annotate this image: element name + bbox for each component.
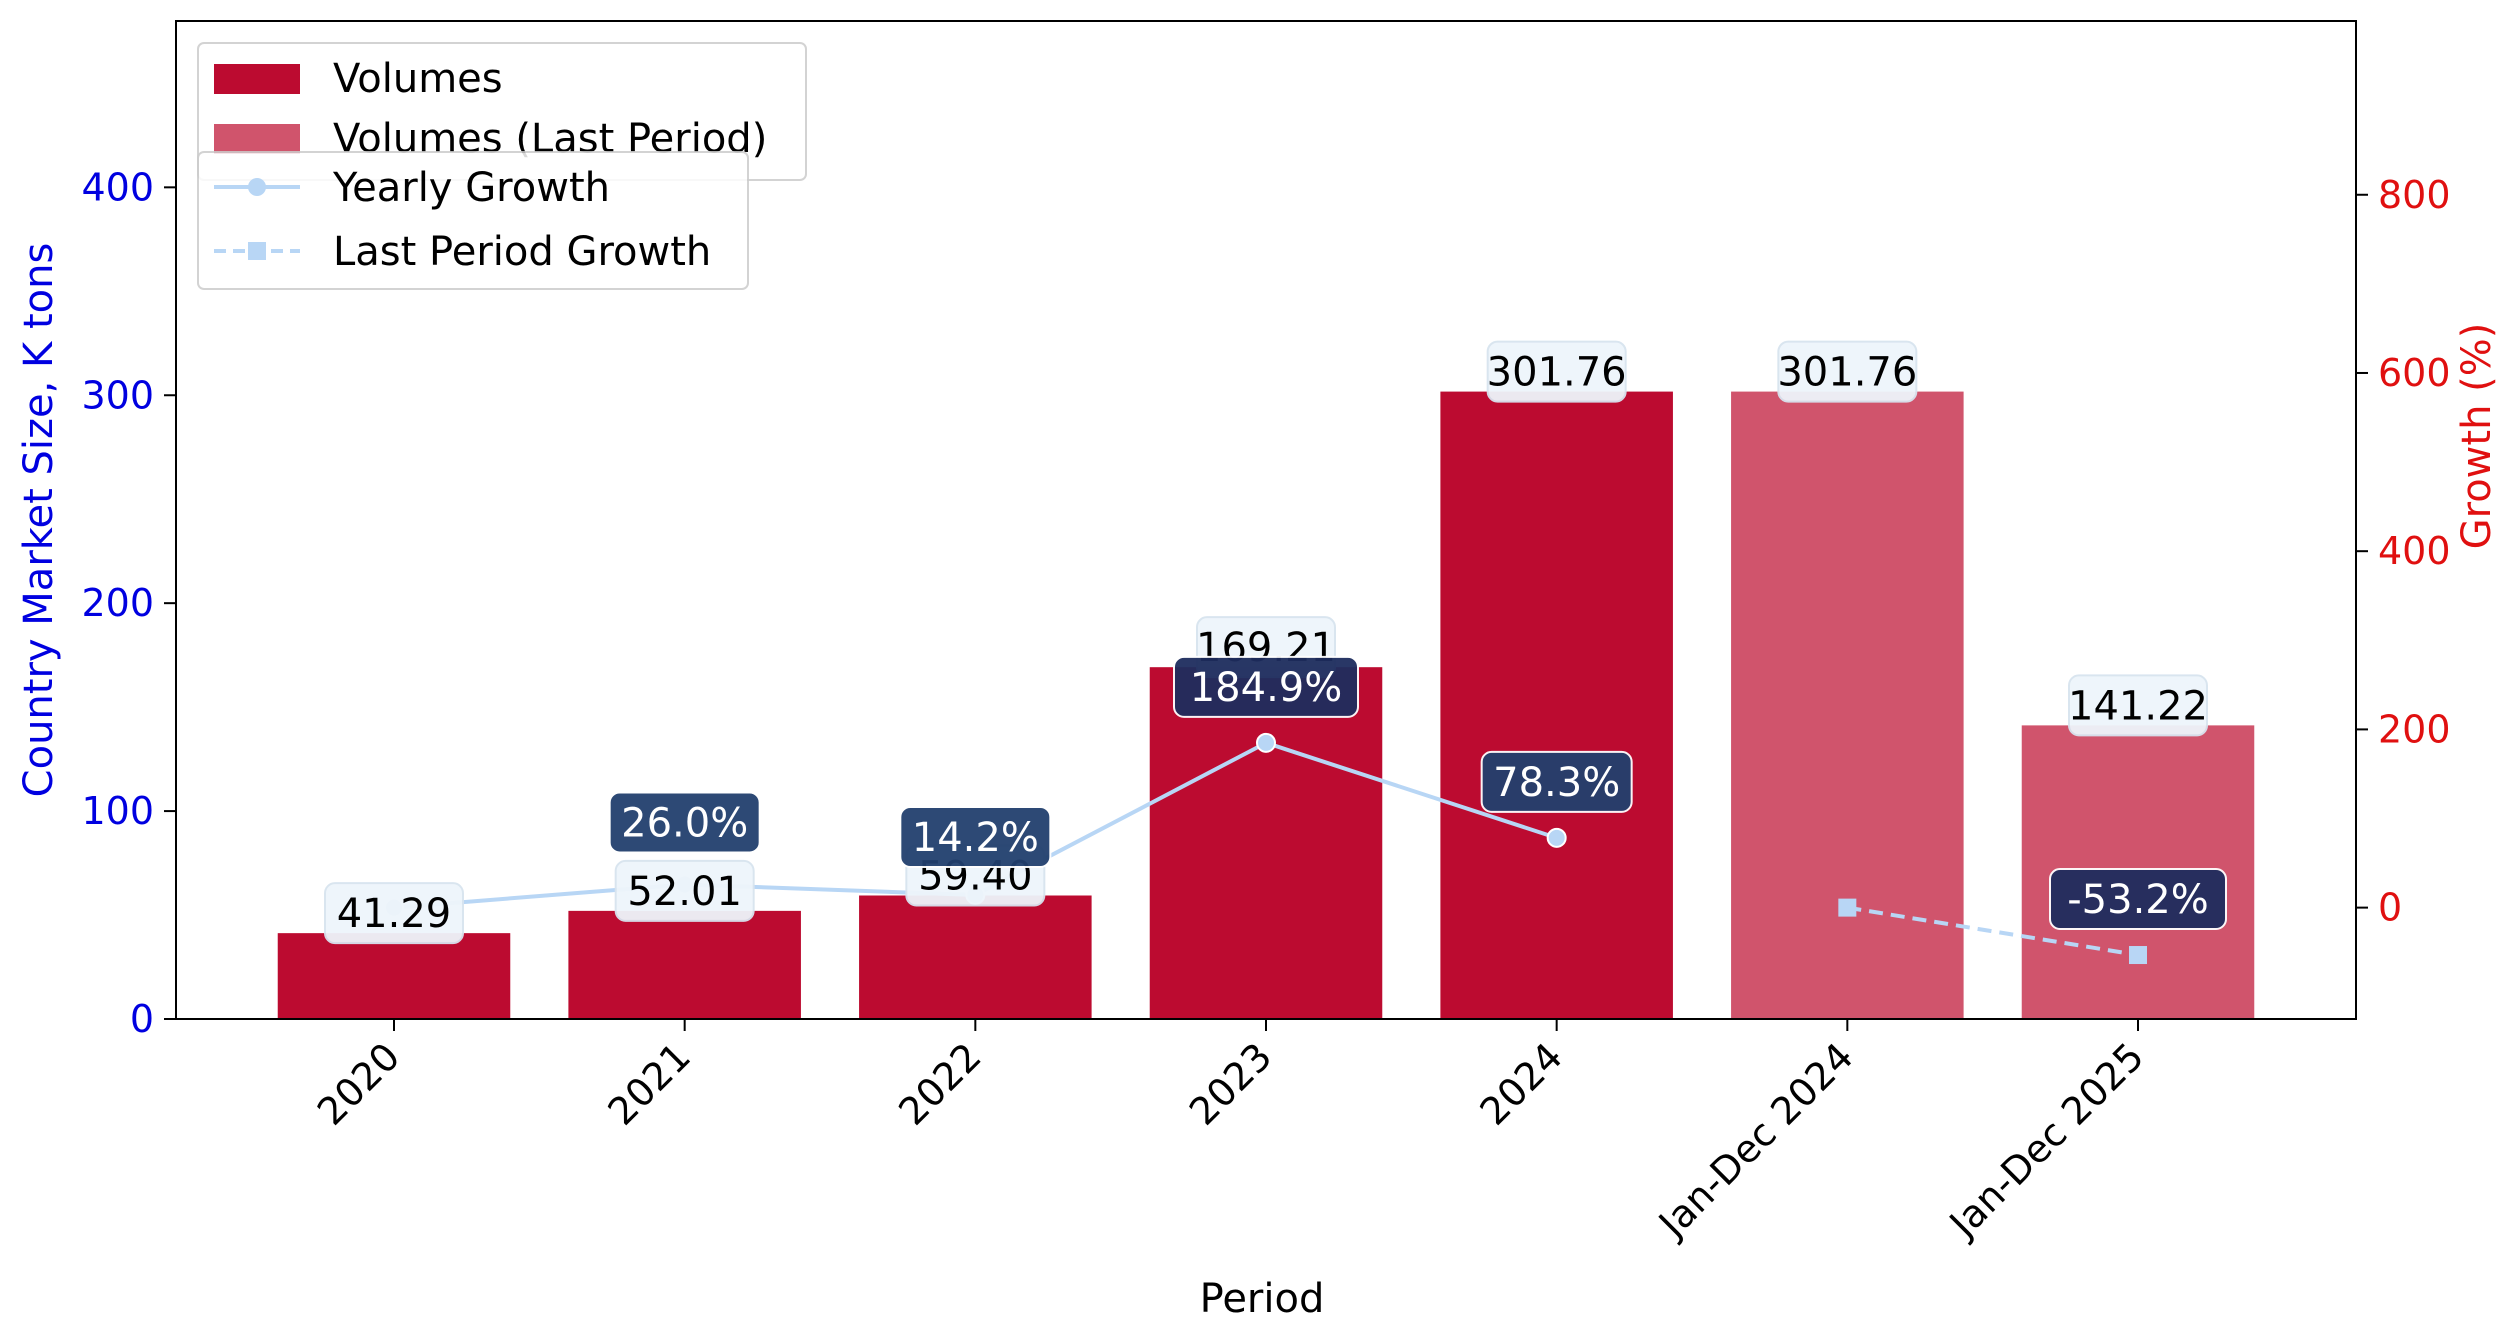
y2-axis-title: Growth (%) — [2454, 323, 2500, 550]
legend-label-volumes: Volumes — [333, 56, 503, 102]
y-tick-label: 400 — [81, 165, 154, 209]
y-tick-label: 0 — [130, 997, 154, 1041]
bar-value-label-1-6-box — [2068, 674, 2208, 737]
x-tick-label: 2020 — [309, 1034, 409, 1134]
y-axis-title: Country Market Size, K tons — [16, 243, 62, 798]
bar-value-label-1-5: 301.76 — [1777, 350, 1917, 396]
legend-label-yearly-growth: Yearly Growth — [332, 165, 610, 211]
growth-point-2-3 — [1256, 732, 1276, 753]
y-tick-label: 200 — [81, 581, 154, 625]
x-tick-label: 2022 — [890, 1034, 990, 1134]
legend-swatch-volumes — [214, 64, 300, 94]
bar-0-4 — [1440, 391, 1673, 1019]
growth-point-3-0 — [1838, 898, 1857, 917]
legend-swatch-volumes-last-period — [214, 124, 300, 154]
growth-value-label-2: 14.2% — [912, 815, 1039, 861]
y2-tick-label: 0 — [2378, 886, 2402, 930]
growth-value-label-3: 184.9% — [1190, 665, 1343, 711]
bar-0-0 — [277, 933, 511, 1019]
bars-layer — [277, 391, 2255, 1019]
y2-tick-label: 400 — [2378, 529, 2451, 573]
bar-1-5 — [1731, 391, 1964, 1019]
legend-box-lines — [197, 151, 749, 290]
bar-value-label-0-1: 52.01 — [627, 869, 742, 915]
x-axis-title: Period — [1200, 1276, 1325, 1322]
bar-value-label-0-0-box — [324, 882, 464, 945]
x-tick-label: 2021 — [600, 1034, 700, 1134]
y2-tick-label: 800 — [2378, 173, 2451, 217]
bar-value-label-0-4: 301.76 — [1487, 350, 1627, 396]
last-growth-value-label-6: -53.2% — [2067, 877, 2209, 923]
legend-label-last-period-growth: Last Period Growth — [333, 229, 711, 275]
last-growth-value-label-6-box — [2049, 868, 2227, 931]
bar-value-label-1-6: 141.22 — [2068, 683, 2208, 729]
bar-value-label-0-1-box — [614, 859, 755, 922]
growth-line-3 — [1847, 905, 2139, 957]
growth-value-label-1: 26.0% — [621, 800, 748, 846]
bar-value-label-1-5-box — [1777, 340, 1918, 403]
bar-0-2 — [859, 895, 1092, 1019]
growth-point-3-1 — [2129, 946, 2147, 965]
y-tick-label: 300 — [81, 373, 154, 417]
growth-value-label-3-box — [1173, 655, 1359, 718]
bar-0-3 — [1149, 667, 1383, 1019]
y2-tick-label: 600 — [2378, 351, 2451, 395]
y2-tick-label: 200 — [2378, 707, 2451, 751]
y-tick-label: 100 — [81, 789, 154, 833]
x-tick-label: 2024 — [1472, 1034, 1572, 1134]
x-tick-label: Jan-Dec 2024 — [1649, 1034, 1862, 1247]
bar-value-label-0-4-box — [1486, 340, 1627, 403]
legend-marker-yearly-growth — [248, 178, 266, 196]
bar-0-1 — [568, 910, 801, 1019]
growth-value-label-4-box — [1480, 750, 1633, 813]
bar-value-label-0-0: 41.29 — [337, 891, 452, 937]
x-tick-label: 2023 — [1181, 1034, 1281, 1134]
growth-value-label-1-box — [608, 791, 761, 854]
growth-value-label-2-box — [899, 805, 1052, 868]
growth-value-label-4: 78.3% — [1493, 760, 1620, 806]
growth-point-2-4 — [1546, 827, 1567, 848]
x-tick-label: Jan-Dec 2025 — [1940, 1034, 2153, 1247]
legend-marker-last-period-growth — [248, 242, 266, 260]
